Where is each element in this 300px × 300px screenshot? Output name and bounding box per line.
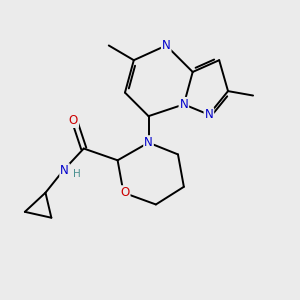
Text: N: N — [60, 164, 69, 177]
Text: N: N — [162, 39, 171, 52]
Text: O: O — [69, 114, 78, 127]
Text: N: N — [144, 136, 153, 149]
Text: O: O — [120, 186, 130, 199]
Text: N: N — [179, 98, 188, 111]
Text: N: N — [205, 108, 213, 121]
Text: H: H — [73, 169, 80, 179]
